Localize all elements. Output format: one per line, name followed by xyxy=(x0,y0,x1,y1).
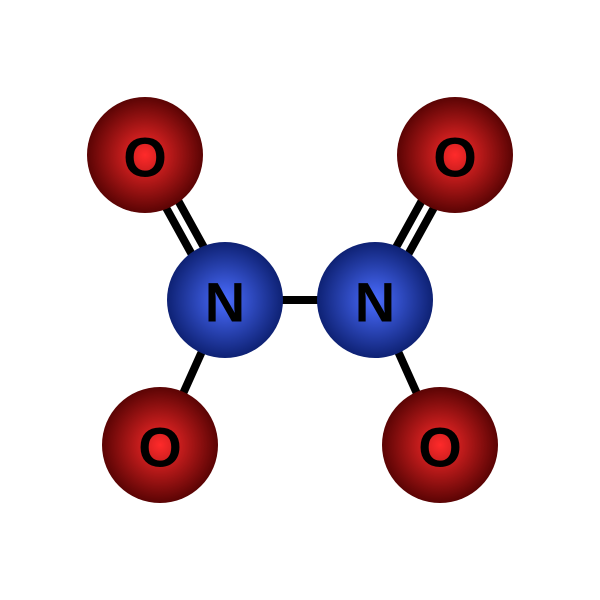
atom-N1: N xyxy=(167,242,283,358)
atom-label: O xyxy=(138,416,182,479)
atom-label: N xyxy=(205,271,245,334)
atom-O2: O xyxy=(397,97,513,213)
atom-label: N xyxy=(355,271,395,334)
atom-O3: O xyxy=(102,387,218,503)
molecule-diagram: N N O O O O xyxy=(0,0,600,600)
atom-O1: O xyxy=(87,97,203,213)
atom-O4: O xyxy=(382,387,498,503)
atom-label: O xyxy=(433,126,477,189)
atom-label: O xyxy=(123,126,167,189)
atom-N2: N xyxy=(317,242,433,358)
atom-label: O xyxy=(418,416,462,479)
